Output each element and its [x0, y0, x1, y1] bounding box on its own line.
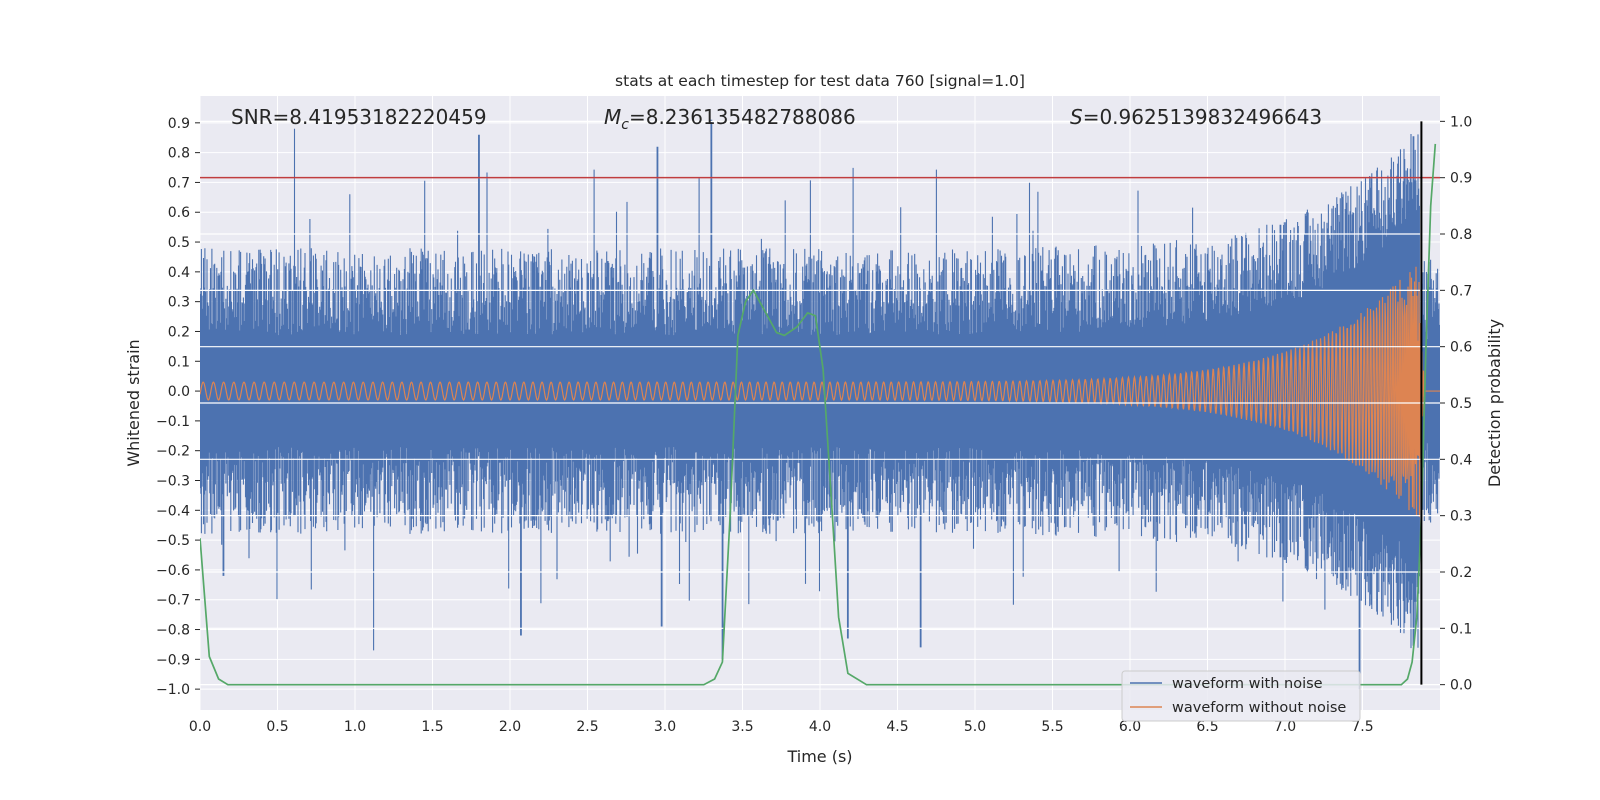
x-tick-label: 3.5	[731, 719, 753, 735]
y2-tick-label: 0.8	[1450, 227, 1472, 243]
y-tick-label: −0.5	[156, 533, 190, 549]
y2-tick-label: 0.3	[1450, 509, 1472, 525]
x-tick-label: 5.0	[964, 719, 986, 735]
y-tick-label: 0.5	[168, 235, 190, 251]
x-tick-label: 3.0	[654, 719, 676, 735]
legend: waveform with noise waveform without noi…	[1121, 670, 1361, 722]
y-tick-label: −0.9	[156, 652, 190, 668]
y-axis-label: Whitened strain	[124, 339, 143, 466]
snr-annotation: SNR=8.41953182220459	[231, 105, 487, 129]
y-tick-label: 0.4	[168, 265, 190, 281]
x-tick-label: 7.0	[1274, 719, 1296, 735]
y-tick-label: 0.1	[168, 354, 190, 370]
y2-tick-label: 0.2	[1450, 565, 1472, 581]
y-tick-label: 0.0	[168, 384, 190, 400]
x-tick-label: 4.5	[886, 719, 908, 735]
legend-label-waveform-without-noise: waveform without noise	[1172, 700, 1346, 716]
y-tick-label: −0.1	[156, 414, 190, 430]
y-tick-label: 0.9	[168, 116, 190, 132]
s-symbol: S	[1070, 105, 1083, 129]
y2-tick-label: 0.0	[1450, 678, 1472, 694]
y-tick-label: −1.0	[156, 682, 190, 698]
y-tick-label: −0.8	[156, 623, 190, 639]
x-tick-label: 6.0	[1119, 719, 1141, 735]
y-tick-label: 0.7	[168, 175, 190, 191]
chirp-mass-symbol: M	[604, 105, 621, 129]
series-waveform-without-noise	[200, 266, 1440, 518]
x-tick-label: 1.0	[344, 719, 366, 735]
x-tick-label: 0.0	[189, 719, 211, 735]
chirp-mass-annotation: Mc=8.236135482788086	[604, 105, 856, 133]
x-tick-label: 0.5	[266, 719, 288, 735]
y2-tick-label: 1.0	[1450, 114, 1472, 130]
y-tick-label: −0.6	[156, 563, 190, 579]
y-tick-label: −0.3	[156, 473, 190, 489]
s-value: =0.9625139832496643	[1083, 105, 1322, 129]
y-tick-label: −0.2	[156, 444, 190, 460]
y-tick-label: 0.8	[168, 146, 190, 162]
y2-axis-label: Detection probability	[1485, 319, 1504, 487]
x-tick-label: 5.5	[1041, 719, 1063, 735]
chirp-mass-subscript: c	[621, 117, 629, 133]
x-tick-labels: 0.0 0.5 1.0 1.5 2.0 2.5 3.0 3.5 4.0 4.5 5.0 5.5 6.0 6…	[189, 719, 1374, 735]
x-tick-label: 1.5	[421, 719, 443, 735]
y2-tick-label: 0.5	[1450, 396, 1472, 412]
s-annotation: S=0.9625139832496643	[1070, 105, 1322, 129]
x-tick-label: 7.5	[1351, 719, 1373, 735]
x-axis-label: Time (s)	[786, 747, 852, 766]
x-tick-label: 2.5	[576, 719, 598, 735]
y-tick-label: −0.4	[156, 503, 190, 519]
y2-tick-labels: 1.0 0.9 0.8 0.7 0.6 0.5 0.4 0.3 0.2 0.1 0.0	[1440, 114, 1472, 694]
y2-tick-label: 0.1	[1450, 621, 1472, 637]
x-tick-label: 6.5	[1196, 719, 1218, 735]
legend-label-waveform-with-noise: waveform with noise	[1172, 676, 1323, 692]
y2-tick-label: 0.9	[1450, 171, 1472, 187]
y-tick-label: 0.2	[168, 324, 190, 340]
chirp-mass-value: =8.236135482788086	[629, 105, 856, 129]
y-tick-label: −0.7	[156, 593, 190, 609]
x-tick-label: 4.0	[809, 719, 831, 735]
x-tick-label: 2.0	[499, 719, 521, 735]
y-tick-label: 0.3	[168, 295, 190, 311]
y-tick-labels: 0.9 0.8 0.7 0.6 0.5 0.4 0.3 0.2 0.1 0.0 −0.1 −0.2 −0…	[156, 116, 200, 698]
y2-tick-label: 0.6	[1450, 340, 1472, 356]
y2-tick-label: 0.7	[1450, 283, 1472, 299]
y2-tick-label: 0.4	[1450, 452, 1472, 468]
chart-title: stats at each timestep for test data 760…	[615, 72, 1025, 90]
legend-box	[1121, 670, 1361, 722]
y-tick-label: 0.6	[168, 205, 190, 221]
series-detection-probability	[200, 143, 1437, 686]
